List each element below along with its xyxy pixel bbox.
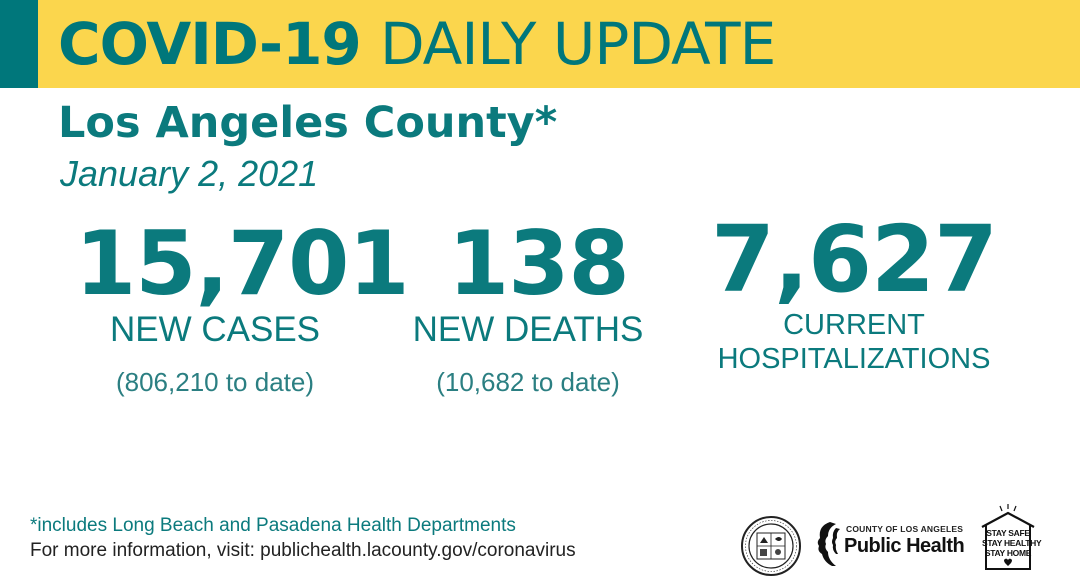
update-date: January 2, 2021	[60, 153, 319, 194]
county-heading: Los Angeles County*	[58, 98, 558, 148]
stat-hospitalizations: 7,627 CURRENT HOSPITALIZATIONS	[704, 212, 1004, 376]
stat-new-deaths: 138 NEW DEATHS (10,682 to date)	[398, 216, 658, 398]
more-info-text: For more information, visit: publichealt…	[30, 540, 576, 561]
public-health-mark-icon	[817, 522, 840, 566]
deaths-to-date: (10,682 to date)	[436, 367, 620, 397]
footnote: *includes Long Beach and Pasadena Health…	[30, 515, 516, 536]
banner-title: COVID-19 DAILY UPDATE	[58, 6, 776, 82]
hospitalizations-label-line1: CURRENT	[783, 309, 925, 341]
cases-to-date: (806,210 to date)	[115, 367, 315, 397]
banner-accent-bar	[0, 0, 38, 88]
new-cases-value: 15,701	[75, 212, 410, 315]
stat-new-cases: 15,701 NEW CASES (806,210 to date)	[75, 212, 410, 398]
public-health-text: Public Health	[844, 535, 965, 557]
public-health-logo: COUNTY OF LOS ANGELES Public Health	[812, 518, 972, 570]
banner-title-light: DAILY UPDATE	[380, 10, 776, 78]
stay-home-text: STAY HOME	[984, 548, 1032, 558]
hospitalizations-value: 7,627	[710, 206, 998, 313]
header-banner	[0, 0, 1080, 88]
banner-title-bold: COVID-19	[58, 10, 362, 78]
county-seal-icon	[741, 516, 801, 576]
new-deaths-value: 138	[448, 212, 630, 315]
public-health-county-text: COUNTY OF LOS ANGELES	[846, 524, 964, 534]
stay-healthy-text: STAY HEALTHY	[982, 538, 1042, 548]
new-cases-label: NEW CASES	[109, 310, 321, 349]
stay-home-logo: STAY SAFE STAY HEALTHY STAY HOME	[978, 503, 1042, 575]
house-icon	[981, 504, 1035, 570]
stay-safe-text: STAY SAFE	[986, 528, 1030, 538]
hospitalizations-label-line2: HOSPITALIZATIONS	[717, 343, 991, 375]
new-deaths-label: NEW DEATHS	[412, 310, 644, 349]
